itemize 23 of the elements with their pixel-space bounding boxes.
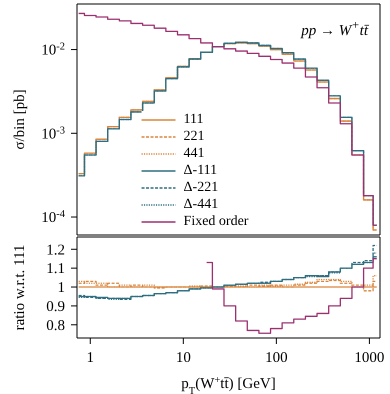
legend-label: 441 (184, 145, 205, 162)
x-axis-title: p$_{T}$(W$^{+}$tt̄) [GeV] (181, 374, 276, 394)
y-tick-label: 1.2 (46, 242, 65, 258)
annotation: pp → W$^{+}$tt̄ (301, 18, 368, 40)
y-tick-label: 1 (58, 280, 65, 296)
y-tick-label: 0.9 (46, 298, 65, 315)
y-tick-label: 10$^{-2}$ (41, 41, 65, 59)
legend-label: Δ-441 (184, 196, 218, 213)
y-axis-title: ratio w.r.t. 111 (12, 244, 28, 330)
y-tick-label: 10$^{-4}$ (41, 208, 66, 226)
legend-label: Δ-111 (184, 162, 218, 179)
legend-label: 221 (184, 128, 205, 145)
x-tick-label: 100 (265, 350, 288, 366)
x-tick-label: 10 (176, 350, 191, 366)
legend-label: Δ-221 (184, 179, 218, 196)
legend-label: 111 (184, 111, 204, 128)
y-tick-label: 1.1 (46, 261, 65, 278)
y-tick-label: 0.8 (46, 318, 65, 334)
legend-label: Fixed order (184, 213, 248, 230)
x-tick-label: 1 (86, 350, 94, 366)
x-tick-label: 1000 (354, 350, 384, 366)
y-tick-label: 10$^{-3}$ (41, 124, 65, 142)
y-axis-title: σ/bin [pb] (12, 89, 28, 150)
